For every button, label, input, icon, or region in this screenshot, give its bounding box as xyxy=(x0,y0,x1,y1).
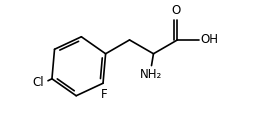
Text: NH₂: NH₂ xyxy=(140,68,162,81)
Text: OH: OH xyxy=(200,33,218,46)
Text: Cl: Cl xyxy=(32,76,44,89)
Text: F: F xyxy=(101,88,107,101)
Text: O: O xyxy=(172,4,181,17)
